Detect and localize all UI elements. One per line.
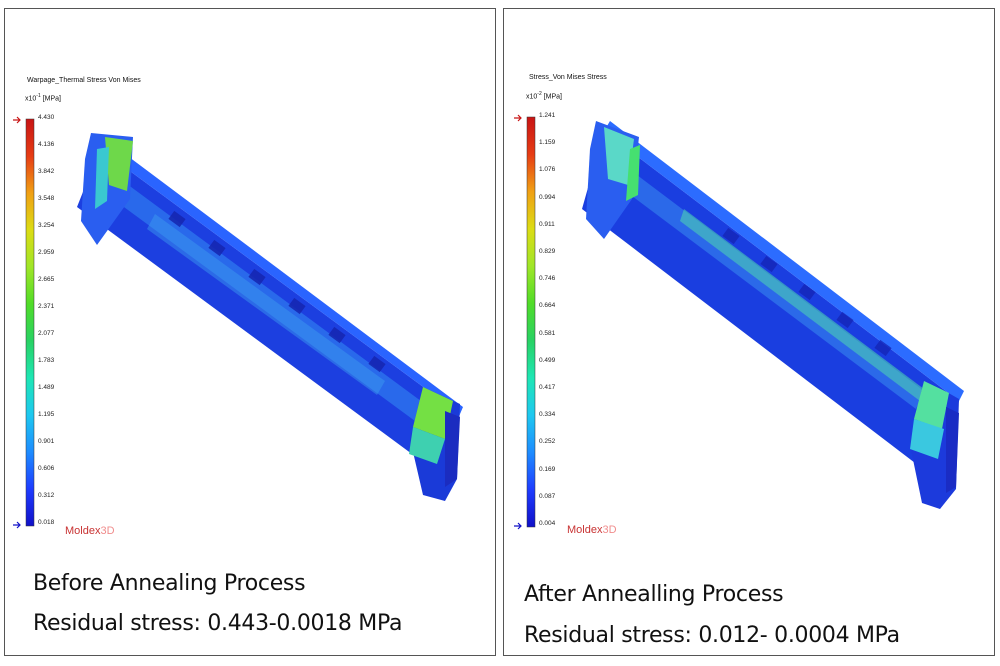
panel-before-annealing: Warpage_Thermal Stress Von Mises x10-1 […: [4, 8, 496, 656]
caption-residual-stress: Residual stress: 0.012- 0.0004 MPa: [524, 623, 900, 648]
before-stress-simulation: [13, 116, 463, 529]
part-model-after: [582, 121, 964, 509]
colorbar-tick-label: 0.994: [539, 193, 556, 201]
colorbar-tick-label: 0.746: [539, 275, 556, 283]
colorbar-tick-label: 3.254: [38, 222, 55, 229]
colorbar-tick-label: 1.159: [539, 139, 556, 147]
colorbar-tick-label: 0.018: [38, 519, 55, 526]
colorbar-tick-label: 3.842: [38, 168, 55, 175]
colorbar-tick-label: 1.241: [539, 112, 556, 119]
colorbar-tick-label: 0.901: [38, 438, 55, 445]
legend-unit: x10-1 [MPa]: [25, 93, 61, 103]
colorbar-tick-label: 0.829: [539, 248, 556, 255]
colorbar-tick-label: 0.606: [38, 465, 55, 472]
panel-after-annealing: Stress_Von Mises Stress x10-2 [MPa] 1.24…: [503, 8, 995, 656]
colorbar-after: [514, 114, 536, 530]
legend-title: Stress_Von Mises Stress: [529, 74, 607, 81]
legend-title: Warpage_Thermal Stress Von Mises: [27, 77, 141, 84]
colorbar-tick-label: 4.136: [38, 141, 55, 148]
colorbar-tick-label: 2.077: [38, 330, 55, 337]
max-arrow-icon: [514, 114, 522, 122]
caption-process: Before Annealing Process: [33, 571, 306, 596]
colorbar-tick-label: 0.004: [539, 520, 556, 527]
colorbar-tick-label: 0.499: [539, 356, 556, 364]
colorbar-tick-label: 0.334: [539, 411, 556, 419]
colorbar-tick-label: 2.371: [38, 303, 55, 310]
colorbar-tick-label: 2.959: [38, 249, 55, 256]
colorbar-tick-label: 2.665: [38, 276, 55, 283]
moldex-logo: Moldex3D: [65, 525, 115, 537]
colorbar-tick-label: 4.430: [38, 114, 55, 121]
colorbar-tick-label: 1.783: [38, 357, 55, 364]
colorbar-tick-label: 0.417: [539, 384, 556, 391]
colorbar-tick-label: 1.076: [539, 166, 556, 174]
colorbar-tick-label: 0.581: [539, 329, 556, 337]
colorbar-tick-label: 0.087: [539, 492, 556, 500]
part-model-before: [77, 133, 463, 501]
colorbar-before: [13, 116, 35, 529]
min-arrow-icon: [514, 522, 522, 530]
after-stress-simulation: [514, 114, 964, 530]
min-arrow-icon: [13, 521, 21, 529]
legend-unit: x10-2 [MPa]: [526, 91, 562, 101]
colorbar-tick-label: 0.664: [539, 302, 556, 310]
colorbar-tick-label: 0.169: [539, 465, 556, 473]
colorbar-tick-label: 0.911: [539, 220, 555, 228]
caption-residual-stress: Residual stress: 0.443-0.0018 MPa: [33, 611, 403, 636]
moldex-logo: Moldex3D: [567, 524, 617, 536]
caption-process: After Annealling Process: [524, 582, 784, 607]
colorbar-tick-label: 0.312: [38, 492, 55, 499]
colorbar-tick-label: 1.489: [38, 384, 55, 391]
colorbar-tick-label: 1.195: [38, 411, 55, 418]
colorbar-tick-label: 3.548: [38, 195, 55, 202]
max-arrow-icon: [13, 116, 21, 124]
colorbar-tick-label: 0.252: [539, 438, 556, 446]
